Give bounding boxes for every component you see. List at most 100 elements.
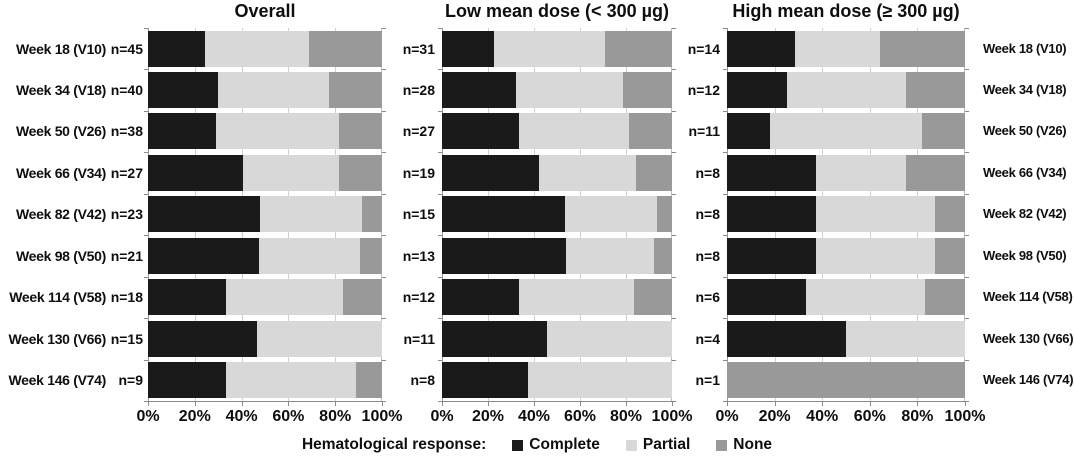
bar-row	[727, 320, 965, 357]
bar-segment-none	[629, 113, 672, 150]
category-tick	[672, 318, 676, 319]
category-tick	[723, 318, 727, 319]
bar-segment-partial	[806, 279, 926, 316]
axis-tick	[626, 401, 627, 406]
category-tick	[382, 277, 386, 278]
x-tick-label: 80%	[901, 408, 934, 425]
n-label: n=18	[110, 289, 143, 306]
category-tick	[144, 235, 148, 236]
bar-row	[442, 320, 672, 357]
bar-segment-complete	[442, 279, 519, 316]
bar-segment-partial	[218, 71, 330, 108]
bar-segment-complete	[148, 362, 226, 399]
bar-segment-complete	[727, 30, 796, 67]
week-label-left: Week 98 (V50)	[15, 247, 106, 264]
bar-row	[442, 154, 672, 191]
bar-segment-none	[935, 196, 965, 233]
week-label-right: Week 98 (V50)	[983, 247, 1067, 263]
bar-row	[727, 113, 965, 150]
category-tick	[672, 277, 676, 278]
category-tick	[723, 277, 727, 278]
panel-title-high-dose: High mean dose (≥ 300 µg)	[732, 1, 960, 21]
bar-row	[727, 279, 965, 316]
category-tick	[144, 28, 148, 29]
bar-row	[148, 237, 382, 274]
x-tick-label: 20%	[471, 408, 505, 425]
n-label: n=4	[695, 330, 720, 347]
bar-segment-complete	[442, 196, 565, 233]
bar-row	[442, 113, 672, 150]
bar-segment-partial	[205, 30, 310, 67]
bar-row	[727, 362, 965, 399]
bar-segment-partial	[546, 320, 672, 357]
week-label-left: Week 146 (V74)	[8, 372, 107, 389]
axis-tick	[917, 401, 919, 406]
bar-row	[148, 362, 382, 399]
week-label-right: Week 114 (V58)	[983, 289, 1073, 305]
category-tick	[382, 360, 386, 361]
bar-segment-partial	[795, 30, 881, 67]
bar-segment-none	[727, 362, 965, 399]
axis-baseline	[723, 401, 969, 402]
category-tick	[438, 277, 442, 278]
category-tick	[144, 277, 148, 278]
n-label: n=13	[402, 247, 435, 264]
bar-row	[727, 154, 965, 191]
n-label: n=27	[402, 123, 435, 140]
n-label: n=12	[402, 289, 435, 306]
axis-tick	[442, 401, 443, 406]
bar-segment-none	[921, 113, 965, 150]
week-label-right: Week 18 (V10)	[983, 40, 1067, 56]
axis-baseline	[144, 401, 386, 402]
week-label-right: Week 66 (V34)	[983, 164, 1067, 180]
legend-item-none: None	[716, 436, 772, 454]
axis-tick	[194, 401, 196, 406]
category-tick	[965, 28, 969, 29]
week-label-left: Week 50 (V26)	[15, 123, 106, 140]
bar-segment-partial	[515, 71, 623, 108]
bar-segment-none	[905, 71, 965, 108]
n-label: n=40	[110, 81, 143, 98]
bar-segment-complete	[442, 113, 519, 150]
axis-tick	[148, 401, 149, 406]
legend-title: Hematological response:	[301, 436, 487, 453]
bar-row	[727, 30, 965, 67]
x-tick-label: 20%	[758, 408, 791, 425]
category-tick	[723, 194, 727, 195]
category-tick	[723, 360, 727, 361]
bar-segment-complete	[148, 279, 226, 316]
category-tick	[672, 360, 676, 361]
category-tick	[672, 28, 676, 29]
axis-tick	[382, 401, 383, 406]
bar-segment-complete	[442, 71, 516, 108]
axis-tick	[727, 401, 728, 406]
category-tick	[723, 152, 727, 153]
bar-segment-partial	[786, 71, 906, 108]
category-tick	[144, 318, 148, 319]
week-label-right: Week 146 (V74)	[983, 372, 1074, 388]
bar-segment-none	[905, 154, 965, 191]
category-tick	[723, 69, 727, 70]
bar-segment-complete	[442, 362, 529, 399]
week-label-left: Week 130 (V66)	[8, 330, 107, 347]
category-tick	[723, 28, 727, 29]
bar-segment-complete	[148, 30, 206, 67]
axis-tick	[288, 401, 290, 406]
bar-segment-partial	[518, 279, 634, 316]
category-tick	[438, 194, 442, 195]
x-tick-label: 80%	[319, 408, 352, 425]
category-tick	[382, 28, 386, 29]
bar-row	[148, 30, 382, 67]
plot-low-dose: 0% 20% 40% 60% 80% 100%	[430, 28, 692, 425]
bar-segment-complete	[727, 320, 846, 357]
legend-item-complete: Complete	[512, 436, 600, 454]
category-tick	[965, 318, 969, 319]
legend-label-partial: Partial	[642, 436, 691, 453]
bar-segment-partial	[493, 30, 606, 67]
x-tick-label: 40%	[225, 408, 258, 425]
n-label: n=21	[110, 247, 143, 264]
category-tick	[144, 152, 148, 153]
bar-segment-partial	[243, 154, 339, 191]
bar-segment-none	[329, 71, 382, 108]
n-label: n=8	[695, 247, 720, 264]
